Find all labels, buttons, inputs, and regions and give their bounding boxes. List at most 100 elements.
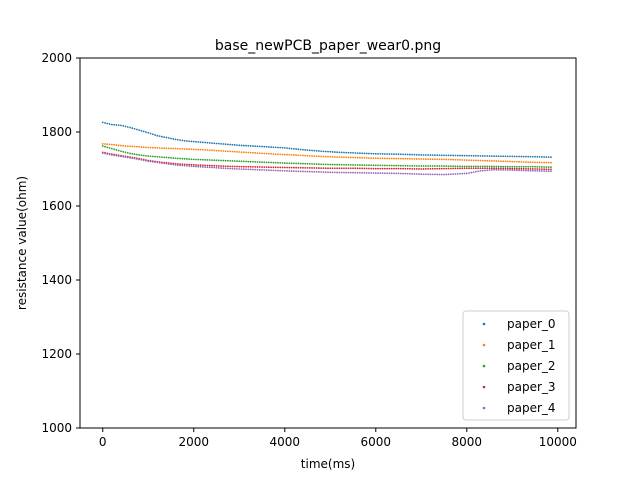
data-point bbox=[513, 160, 516, 163]
data-point bbox=[265, 166, 268, 169]
data-point bbox=[340, 171, 343, 174]
data-point bbox=[474, 154, 477, 157]
data-point bbox=[313, 170, 316, 173]
data-point bbox=[256, 145, 259, 148]
data-point bbox=[509, 169, 511, 171]
data-point bbox=[299, 162, 302, 165]
data-point bbox=[249, 145, 252, 147]
data-point bbox=[504, 160, 507, 163]
data-point bbox=[236, 150, 238, 153]
data-point bbox=[440, 165, 443, 167]
data-point bbox=[488, 167, 491, 170]
data-point bbox=[265, 145, 268, 148]
legend-label: paper_2 bbox=[507, 359, 556, 373]
data-point bbox=[484, 155, 486, 157]
data-point bbox=[174, 147, 177, 150]
data-point bbox=[445, 158, 448, 161]
data-point bbox=[213, 166, 216, 169]
data-point bbox=[158, 161, 161, 164]
data-point bbox=[299, 166, 302, 169]
data-point bbox=[126, 152, 129, 154]
data-point bbox=[443, 165, 445, 167]
data-point bbox=[197, 148, 200, 151]
data-point bbox=[456, 154, 459, 157]
data-point bbox=[320, 171, 323, 173]
data-point bbox=[445, 154, 448, 157]
data-point bbox=[374, 167, 377, 170]
data-point bbox=[397, 172, 400, 175]
data-point bbox=[170, 163, 172, 166]
data-point bbox=[120, 144, 122, 147]
data-point bbox=[318, 167, 320, 169]
data-point bbox=[188, 165, 191, 167]
data-point bbox=[104, 145, 106, 148]
data-point bbox=[302, 154, 304, 157]
data-point bbox=[449, 167, 452, 170]
data-point bbox=[201, 148, 204, 151]
data-point bbox=[402, 172, 404, 175]
data-point bbox=[472, 159, 475, 162]
data-point bbox=[258, 161, 261, 163]
data-point bbox=[274, 161, 277, 164]
data-point bbox=[313, 155, 316, 158]
data-point bbox=[393, 164, 395, 167]
data-point bbox=[465, 167, 468, 170]
data-point bbox=[347, 163, 350, 166]
data-point bbox=[199, 164, 202, 167]
data-point bbox=[395, 167, 398, 170]
data-point bbox=[165, 162, 168, 165]
data-point bbox=[217, 149, 220, 152]
data-point bbox=[274, 153, 277, 156]
data-point bbox=[272, 169, 275, 172]
data-point bbox=[531, 155, 534, 158]
data-point bbox=[488, 155, 491, 157]
data-point bbox=[324, 155, 327, 158]
data-point bbox=[381, 157, 384, 160]
data-point bbox=[283, 153, 286, 156]
data-point bbox=[327, 163, 329, 166]
data-point bbox=[331, 167, 334, 170]
data-point bbox=[288, 153, 291, 156]
data-point bbox=[429, 167, 432, 170]
series-paper_2 bbox=[101, 145, 552, 169]
data-point bbox=[354, 167, 357, 170]
data-point bbox=[279, 153, 282, 156]
data-point bbox=[452, 167, 455, 170]
data-point bbox=[129, 126, 131, 129]
data-point bbox=[181, 164, 184, 167]
data-point bbox=[343, 151, 345, 154]
data-point bbox=[245, 144, 247, 147]
data-point bbox=[336, 151, 338, 154]
data-point bbox=[113, 123, 116, 126]
data-point bbox=[340, 151, 343, 154]
data-point bbox=[295, 170, 298, 173]
data-point bbox=[454, 167, 457, 170]
data-point bbox=[381, 164, 384, 167]
data-point bbox=[424, 168, 427, 170]
data-point bbox=[409, 157, 411, 160]
data-point bbox=[147, 146, 150, 149]
data-point bbox=[490, 165, 493, 168]
data-point bbox=[149, 146, 152, 149]
data-point bbox=[440, 167, 443, 170]
data-point bbox=[540, 161, 543, 164]
data-point bbox=[481, 159, 484, 162]
data-point bbox=[138, 158, 141, 161]
data-point bbox=[352, 171, 354, 174]
data-point bbox=[525, 167, 527, 170]
data-point bbox=[265, 152, 268, 155]
data-point bbox=[500, 155, 502, 158]
data-point bbox=[281, 166, 284, 169]
data-point bbox=[322, 150, 325, 153]
data-point bbox=[406, 164, 409, 167]
data-point bbox=[179, 139, 182, 142]
data-point bbox=[493, 155, 495, 158]
data-point bbox=[267, 146, 270, 148]
data-point bbox=[206, 164, 209, 167]
data-point bbox=[206, 149, 209, 151]
data-point bbox=[231, 143, 234, 146]
data-point bbox=[361, 152, 364, 155]
data-point bbox=[493, 167, 495, 170]
data-point bbox=[265, 169, 268, 172]
data-point bbox=[297, 162, 300, 165]
